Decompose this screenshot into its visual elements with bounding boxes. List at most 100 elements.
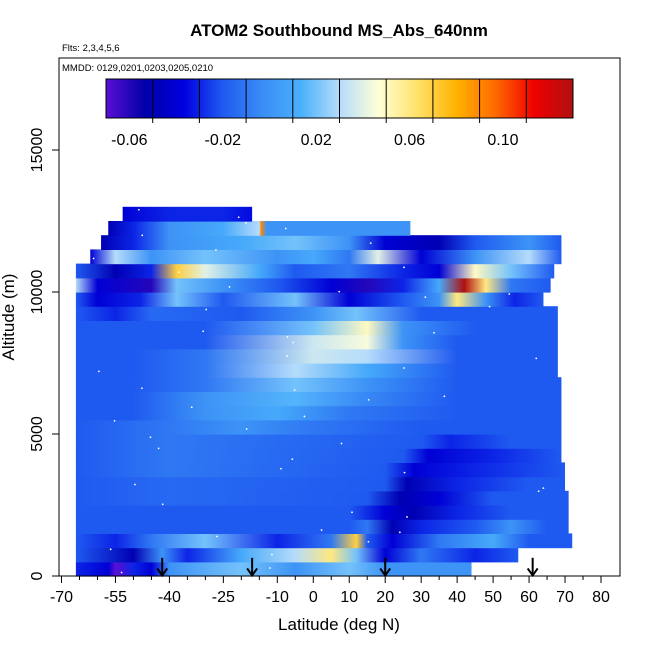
heatmap-band — [75, 505, 569, 520]
heatmap-band — [75, 292, 544, 307]
sample-dot — [134, 483, 136, 486]
heatmap-band — [90, 249, 562, 265]
sample-dot — [403, 266, 405, 269]
heatmap-band — [75, 391, 562, 407]
heatmap-band — [75, 462, 566, 478]
latitude-arrow — [526, 557, 539, 578]
sample-dot — [215, 249, 217, 251]
x-tick-label: -55 — [104, 589, 127, 606]
y-tick-label: 5000 — [29, 416, 46, 452]
heatmap-band — [75, 533, 573, 549]
sample-dot — [149, 436, 152, 439]
y-tick-label: 10000 — [29, 270, 46, 315]
sample-dot — [340, 442, 343, 445]
x-tick-label: -10 — [266, 589, 289, 606]
sample-dot — [542, 487, 545, 490]
x-tick-label: 50 — [484, 589, 502, 606]
sample-dot — [488, 305, 491, 308]
sample-dot — [286, 335, 289, 338]
x-tick-label: -25 — [212, 589, 235, 606]
x-axis: -70 -55 -40 -25 -10 0 10 20 30 40 50 60 70 80 — [50, 576, 610, 606]
colorbar-tick-label: 0.10 — [487, 132, 518, 149]
colorbar: -0.06 -0.02 0.02 0.06 0.10 — [105, 78, 574, 149]
sample-dot — [157, 447, 160, 450]
sample-dot — [293, 389, 296, 392]
sample-dot — [92, 257, 95, 260]
sample-dot — [161, 503, 164, 506]
y-tick-label: 0 — [29, 571, 46, 580]
x-axis-label: Latitude (deg N) — [278, 615, 400, 634]
sample-dot — [228, 286, 231, 288]
heatmap-band — [75, 320, 558, 336]
sample-dot — [190, 406, 193, 409]
x-tick-label: 70 — [556, 589, 574, 606]
heatmap-band — [75, 547, 519, 563]
sample-dot — [433, 331, 435, 334]
sample-dot — [141, 387, 143, 390]
latitude-arrow — [156, 557, 169, 578]
chart-title: ATOM2 Southbound MS_Abs_640nm — [190, 21, 488, 40]
sample-dot — [120, 571, 123, 574]
sample-dot — [177, 271, 180, 274]
heatmap-band — [75, 519, 569, 534]
heatmap-band — [122, 206, 253, 222]
colorbar-tick-label: -0.02 — [205, 132, 242, 149]
sample-dot — [113, 419, 116, 422]
sample-dot — [269, 567, 271, 569]
sample-dot — [291, 458, 294, 460]
y-tick-label: 15000 — [29, 128, 46, 173]
x-tick-label: 0 — [309, 589, 318, 606]
sample-dot — [237, 216, 240, 219]
sample-dot — [398, 531, 401, 534]
plot-frame — [58, 57, 621, 577]
sample-dot — [109, 548, 112, 551]
colorbar-tick-label: 0.02 — [301, 132, 332, 149]
x-tick-label: 80 — [592, 589, 610, 606]
sample-dot — [403, 367, 405, 369]
sample-dot — [202, 330, 205, 333]
colorbar-tick-label: -0.06 — [111, 132, 148, 149]
sample-dot — [97, 370, 100, 373]
sample-dot — [205, 308, 208, 311]
heatmap-band — [75, 561, 472, 577]
heatmap-band — [75, 277, 551, 293]
sample-dot — [292, 341, 295, 344]
x-tick-label: 60 — [520, 589, 538, 606]
heatmap-band — [75, 306, 558, 321]
sample-dot — [338, 290, 341, 293]
x-tick-label: 20 — [376, 589, 394, 606]
latitude-arrows — [156, 557, 539, 578]
sample-dot — [535, 357, 538, 360]
sample-dot — [137, 208, 140, 211]
heatmap-band — [75, 448, 562, 463]
y-axis: 0 5000 10000 15000 — [29, 128, 59, 580]
heatmap-band — [75, 334, 558, 350]
sample-dot — [320, 529, 323, 531]
colorbar-tick-label: 0.06 — [394, 132, 425, 149]
x-tick-label: 40 — [448, 589, 466, 606]
y-axis-label: Altitude (m) — [0, 274, 18, 361]
heatmap-band — [75, 490, 569, 506]
sample-dot — [508, 293, 511, 295]
dates-subtitle: MMDD: 0129,0201,0203,0205,0210 — [62, 63, 213, 74]
heatmap-band — [101, 235, 562, 250]
x-tick-label: -40 — [158, 589, 181, 606]
sample-dot — [367, 398, 370, 401]
sample-dot — [351, 511, 353, 514]
sample-dot — [280, 467, 282, 470]
sample-dot — [141, 234, 144, 237]
sample-dots — [92, 208, 545, 574]
heatmap-bands — [75, 206, 573, 577]
heatmap-band — [75, 476, 566, 492]
flights-subtitle: Flts: 2,3,4,5,6 — [62, 43, 120, 54]
heatmap-band — [75, 348, 558, 364]
sample-dot — [537, 490, 540, 493]
x-tick-label: 10 — [340, 589, 358, 606]
sample-dot — [424, 296, 427, 299]
x-tick-label: 30 — [412, 589, 430, 606]
sample-dot — [369, 242, 372, 245]
heatmap-band — [75, 434, 562, 449]
sample-dot — [303, 415, 306, 418]
